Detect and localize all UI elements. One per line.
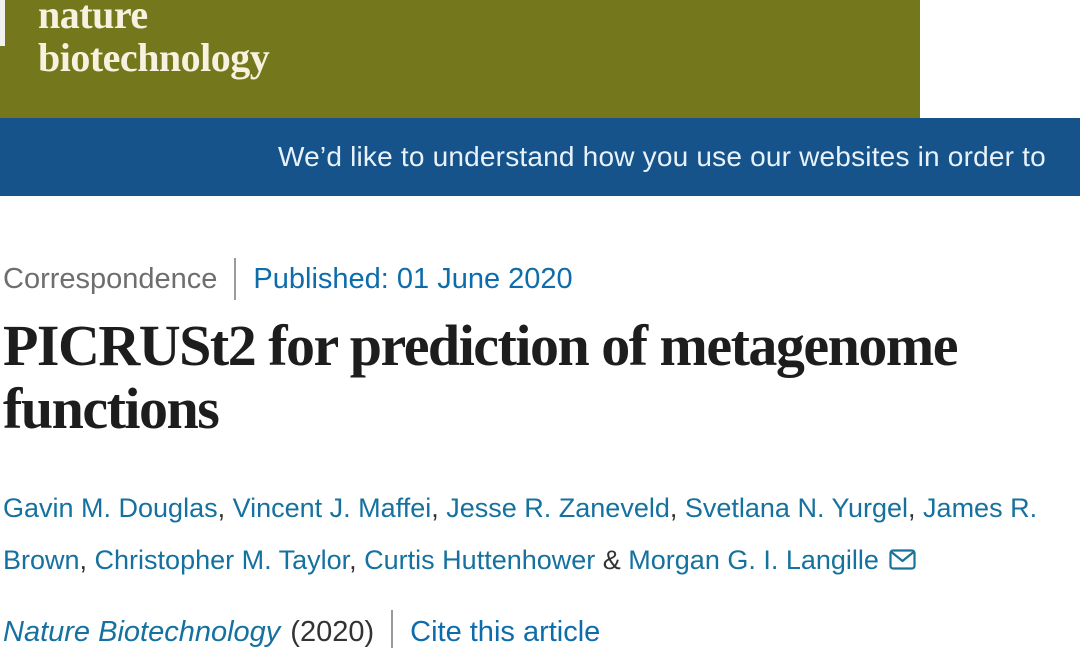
journal-masthead: nature biotechnology [0, 0, 920, 118]
envelope-icon [889, 545, 916, 575]
logo-line-2: biotechnology [38, 35, 270, 80]
cookie-banner: We’d like to understand how you use our … [0, 118, 1080, 196]
author-link-christopher-taylor[interactable]: Christopher M. Taylor [94, 545, 350, 575]
author-link-curtis-huttenhower[interactable]: Curtis Huttenhower [364, 545, 596, 575]
article-meta-row: Correspondence Published: 01 June 2020 [3, 258, 1076, 300]
article-title: PICRUSt2 for prediction of metagenome fu… [3, 314, 1076, 440]
author-separator: , [217, 493, 233, 523]
author-separator: , [431, 493, 447, 523]
cite-this-article-link[interactable]: Cite this article [410, 615, 601, 648]
cookie-banner-message: We’d like to understand how you use our … [278, 141, 1046, 172]
top-left-notch [0, 0, 5, 46]
logo-line-1: nature [38, 0, 148, 37]
citation-year: (2020) [290, 615, 375, 648]
cite-divider [391, 610, 394, 648]
journal-logo[interactable]: nature biotechnology [38, 0, 270, 80]
article-type-label: Correspondence [3, 262, 218, 295]
author-ampersand-separator: & [595, 545, 629, 575]
citation-row: Nature Biotechnology (2020) Cite this ar… [3, 610, 1076, 648]
meta-divider [234, 258, 237, 300]
title-line-2: functions [3, 376, 220, 441]
email-author-link[interactable] [889, 545, 916, 575]
article-content: Correspondence Published: 01 June 2020 P… [0, 258, 1080, 648]
author-link-jesse-zaneveld[interactable]: Jesse R. Zaneveld [446, 493, 670, 523]
journal-name-link[interactable]: Nature Biotechnology [3, 615, 281, 648]
author-link-svetlana-yurgel[interactable]: Svetlana N. Yurgel [684, 493, 909, 523]
author-link-morgan-langille[interactable]: Morgan G. I. Langille [628, 545, 879, 575]
title-line-1: PICRUSt2 for prediction of metagenome [3, 313, 958, 378]
published-date: Published: 01 June 2020 [253, 262, 573, 295]
author-separator: , [908, 493, 924, 523]
author-link-james-brown[interactable]: James R. Brown [3, 493, 1038, 575]
author-link-vincent-maffei[interactable]: Vincent J. Maffei [232, 493, 432, 523]
author-list: Gavin M. Douglas, Vincent J. Maffei, Jes… [3, 482, 1076, 586]
author-separator: , [79, 545, 95, 575]
author-link-gavin-douglas[interactable]: Gavin M. Douglas [3, 493, 218, 523]
author-separator: , [349, 545, 365, 575]
author-separator: , [669, 493, 685, 523]
